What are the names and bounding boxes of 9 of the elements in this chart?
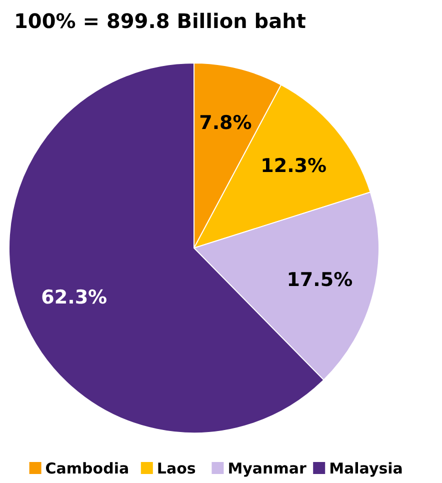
- legend-label: Laos: [156, 459, 196, 478]
- legend-label: Cambodia: [45, 459, 130, 478]
- data-label: 12.3%: [260, 154, 327, 177]
- data-label: 62.3%: [41, 286, 108, 309]
- chart-title: 100% = 899.8 Billion baht: [14, 9, 306, 33]
- data-label: 17.5%: [286, 268, 353, 291]
- legend-label: Myanmar: [228, 459, 307, 478]
- legend-label: Malaysia: [329, 459, 403, 478]
- data-label: 7.8%: [199, 112, 252, 134]
